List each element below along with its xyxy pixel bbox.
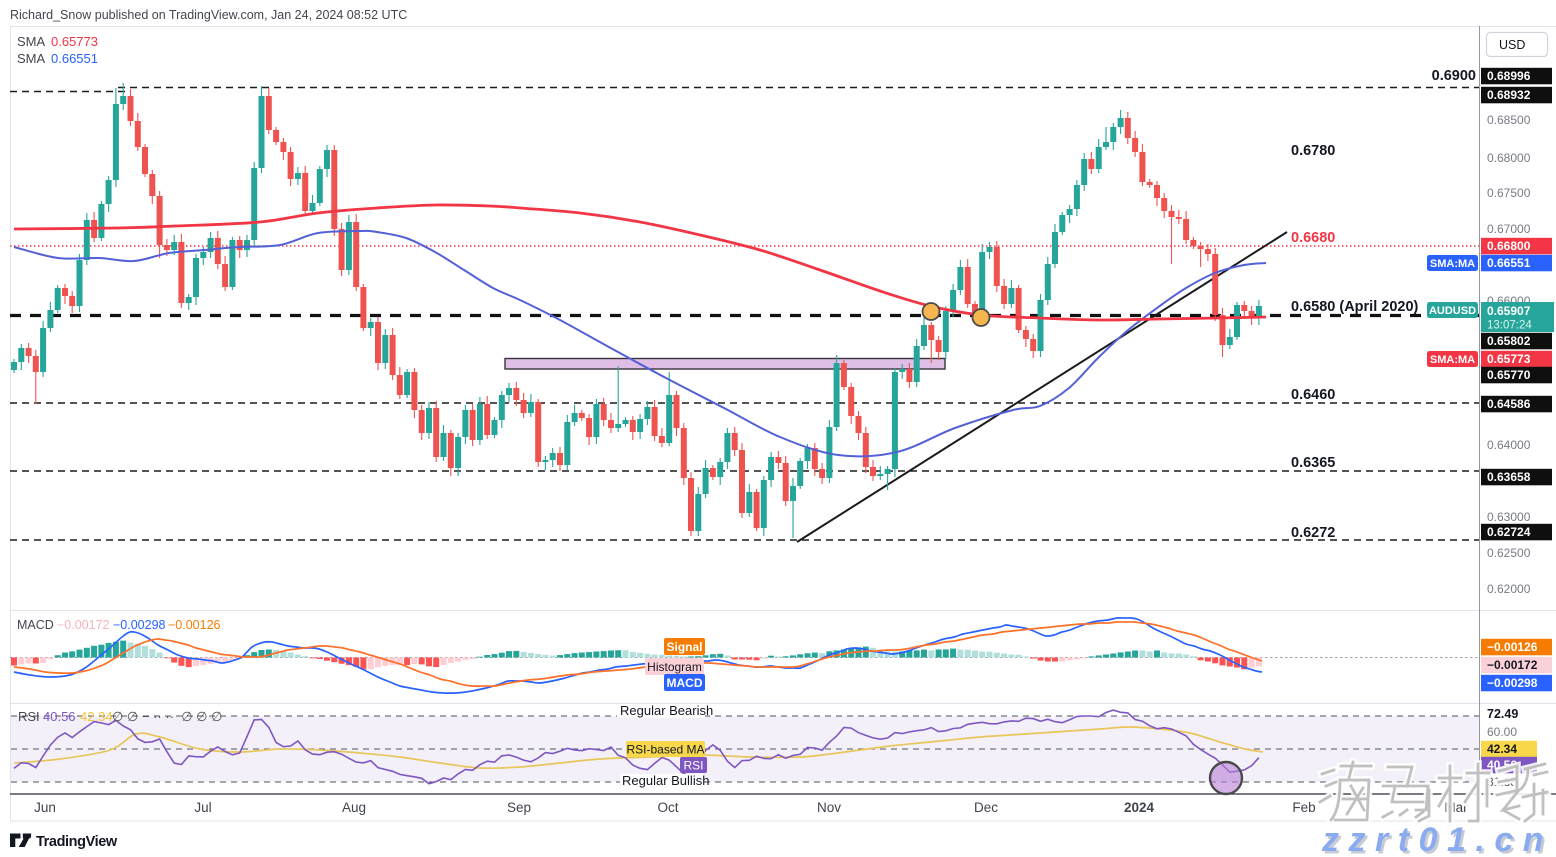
svg-text:0.63000: 0.63000 [1487,510,1531,524]
svg-text:∅ ∅ − ·· ·· ∅ ∅ ∅: ∅ ∅ − ·· ·· ∅ ∅ ∅ [112,709,222,724]
svg-text:13:07:24: 13:07:24 [1487,320,1532,332]
svg-text:SMA: SMA [17,51,46,66]
svg-text:Jun: Jun [34,800,56,815]
svg-text:−0.00172: −0.00172 [1487,658,1538,672]
svg-text:Aug: Aug [342,800,366,815]
svg-text:RSI: RSI [18,709,40,724]
svg-text:−0.00126: −0.00126 [168,618,221,632]
svg-text:0.66551: 0.66551 [1487,256,1531,270]
svg-text:0.6365: 0.6365 [1291,455,1335,471]
svg-text:2024: 2024 [1124,800,1155,815]
svg-text:Histogram: Histogram [647,660,702,674]
svg-text:72.49: 72.49 [1487,707,1518,721]
svg-text:0.66800: 0.66800 [1487,239,1531,253]
svg-text:0.68932: 0.68932 [1487,88,1531,102]
svg-text:0.65773: 0.65773 [1487,352,1531,366]
svg-text:0.6780: 0.6780 [1291,143,1335,159]
svg-text:42.34: 42.34 [1487,742,1517,756]
svg-text:0.6580 (April 2020): 0.6580 (April 2020) [1291,299,1419,315]
svg-text:40.56: 40.56 [43,709,76,724]
svg-text:RSI-based MA: RSI-based MA [626,742,704,756]
svg-text:0.6460: 0.6460 [1291,387,1335,403]
svg-text:0.67500: 0.67500 [1487,186,1531,200]
svg-text:Signal: Signal [666,640,702,654]
svg-text:0.64586: 0.64586 [1487,397,1531,411]
svg-text:RSI: RSI [683,758,703,772]
svg-text:Dec: Dec [974,800,998,815]
svg-text:0.62724: 0.62724 [1487,525,1531,539]
svg-text:AUDUSD: AUDUSD [1429,305,1476,317]
svg-text:0.65907: 0.65907 [1487,304,1531,318]
svg-text:−0.00298: −0.00298 [113,618,166,632]
svg-text:−0.00126: −0.00126 [1487,640,1538,654]
svg-text:Jul: Jul [194,800,211,815]
svg-text:−0.00172: −0.00172 [57,618,110,632]
svg-text:TradingView: TradingView [36,834,118,850]
svg-text:USD: USD [1499,38,1525,52]
svg-text:−0.00298: −0.00298 [1487,676,1538,690]
svg-text:Feb: Feb [1292,800,1315,815]
svg-text:0.64000: 0.64000 [1487,438,1531,452]
svg-text:0.68500: 0.68500 [1487,113,1531,127]
svg-text:42.34: 42.34 [80,709,113,724]
svg-text:0.6680: 0.6680 [1291,230,1335,246]
svg-text:SMA:MA: SMA:MA [1430,258,1475,270]
svg-text:Regular Bearish: Regular Bearish [620,703,713,718]
svg-text:zzrt01.cn: zzrt01.cn [1321,821,1553,857]
svg-text:0.65770: 0.65770 [1487,368,1531,382]
svg-text:zzrt01.cn: zzrt01.cn [1324,824,1556,857]
svg-text:0.63658: 0.63658 [1487,470,1531,484]
svg-text:0.6900: 0.6900 [1432,68,1476,84]
svg-text:0.62000: 0.62000 [1487,582,1531,596]
svg-text:Regular Bullish: Regular Bullish [622,773,709,788]
svg-text:MACD: MACD [667,676,703,690]
svg-text:0.65802: 0.65802 [1487,334,1531,348]
svg-text:Oct: Oct [657,800,678,815]
svg-text:0.66551: 0.66551 [51,51,98,66]
svg-text:Nov: Nov [817,800,841,815]
svg-text:MACD: MACD [17,618,54,632]
svg-text:Sep: Sep [507,800,531,815]
svg-text:0.68996: 0.68996 [1487,69,1531,83]
svg-text:0.68000: 0.68000 [1487,151,1531,165]
svg-text:0.67000: 0.67000 [1487,222,1531,236]
svg-text:SMA: SMA [17,34,46,49]
svg-text:0.62500: 0.62500 [1487,546,1531,560]
svg-text:0.65773: 0.65773 [51,34,98,49]
svg-text:0.6272: 0.6272 [1291,525,1335,541]
svg-text:60.00: 60.00 [1487,725,1517,739]
svg-text:Richard_Snow published on Trad: Richard_Snow published on TradingView.co… [10,8,407,22]
svg-text:SMA:MA: SMA:MA [1430,354,1475,366]
